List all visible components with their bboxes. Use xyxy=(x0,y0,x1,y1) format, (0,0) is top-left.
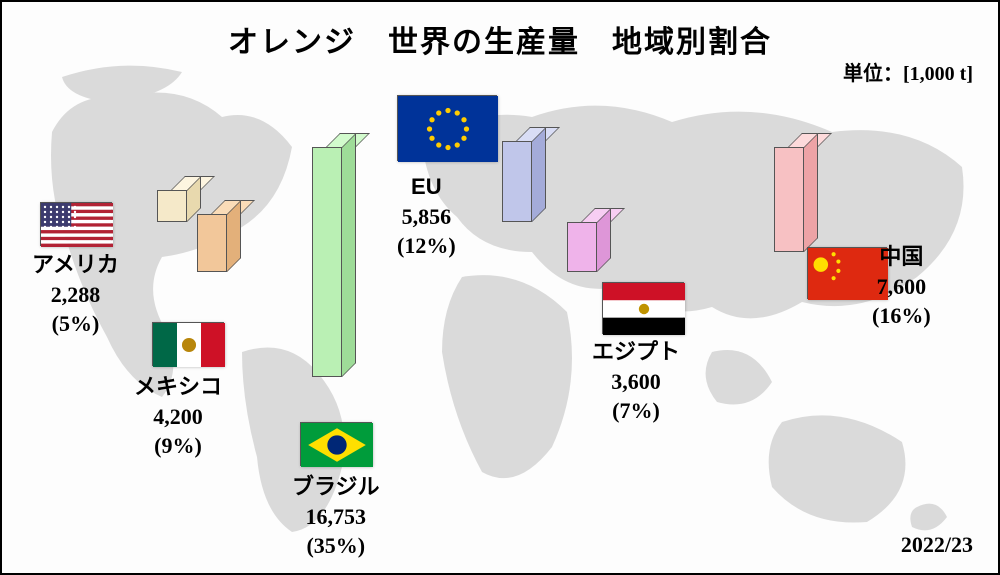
label-egypt: エジプト 3,600 (7%) xyxy=(592,337,680,426)
country-pct: (7%) xyxy=(592,396,680,426)
country-name: アメリカ xyxy=(32,250,119,280)
flag-usa xyxy=(40,202,112,246)
chart-container: オレンジ 世界の生産量 地域別割合 単位：[1,000 t] 2022/23 ア… xyxy=(0,0,1000,575)
chart-title: オレンジ 世界の生産量 地域別割合 xyxy=(228,17,772,61)
bar-usa xyxy=(157,176,201,222)
country-pct: (16%) xyxy=(872,301,931,331)
period-label: 2022/23 xyxy=(901,532,973,558)
country-pct: (35%) xyxy=(292,531,380,561)
bar-brazil xyxy=(312,133,356,377)
country-value: 7,600 xyxy=(872,272,931,302)
bar-china xyxy=(774,133,818,252)
country-name: ブラジル xyxy=(292,472,380,502)
label-eu: EU 5,856 (12%) xyxy=(397,172,456,261)
country-name: エジプト xyxy=(592,337,680,367)
country-value: 16,753 xyxy=(292,502,380,532)
label-china: 中国 7,600 (16%) xyxy=(872,242,931,331)
country-name: メキシコ xyxy=(134,372,222,402)
country-pct: (9%) xyxy=(134,431,222,461)
country-value: 5,856 xyxy=(397,202,456,232)
flag-brazil xyxy=(300,422,372,466)
country-name: EU xyxy=(397,172,456,202)
flag-eu xyxy=(397,95,497,161)
country-pct: (5%) xyxy=(32,309,119,339)
country-name: 中国 xyxy=(872,242,931,272)
bar-egypt xyxy=(567,208,611,272)
country-value: 4,200 xyxy=(134,402,222,432)
unit-label: 単位：[1,000 t] xyxy=(843,57,973,86)
label-usa: アメリカ 2,288 (5%) xyxy=(32,250,119,339)
country-pct: (12%) xyxy=(397,231,456,261)
flag-mexico xyxy=(152,322,224,366)
label-brazil: ブラジル 16,753 (35%) xyxy=(292,472,380,561)
label-mexico: メキシコ 4,200 (9%) xyxy=(134,372,222,461)
bar-mexico xyxy=(197,200,241,272)
country-value: 3,600 xyxy=(592,367,680,397)
bar-eu xyxy=(502,127,546,222)
flag-egypt xyxy=(602,282,684,334)
country-value: 2,288 xyxy=(32,280,119,310)
